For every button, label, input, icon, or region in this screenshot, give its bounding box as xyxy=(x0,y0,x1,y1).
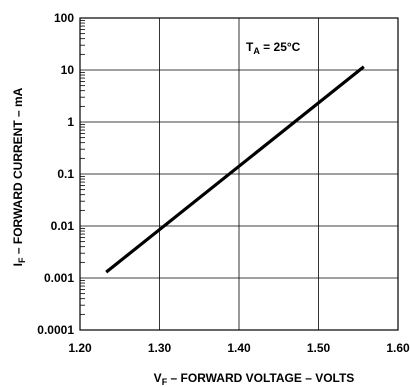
y-tick-label: 0.1 xyxy=(57,167,74,181)
y-tick-label: 1 xyxy=(67,115,74,129)
x-tick-label: 1.60 xyxy=(386,341,410,355)
minor-ticks xyxy=(80,19,85,315)
x-tick-label: 1.30 xyxy=(148,341,172,355)
y-tick-label: 10 xyxy=(61,63,75,77)
x-tick-labels: 1.20 1.30 1.40 1.50 1.60 xyxy=(68,341,410,355)
x-tick-label: 1.40 xyxy=(227,341,251,355)
y-tick-label: 0.001 xyxy=(44,271,74,285)
y-axis-title: IF – FORWARD CURRENT – mA xyxy=(11,87,27,266)
y-tick-label: 0.01 xyxy=(51,219,75,233)
plot-frame xyxy=(79,17,399,331)
y-tick-labels: 0.0001 0.001 0.01 0.1 1 10 100 xyxy=(37,11,74,337)
x-tick-label: 1.20 xyxy=(68,341,92,355)
x-axis-title: VF – FORWARD VOLTAGE – VOLTS xyxy=(154,371,355,387)
y-tick-label: 100 xyxy=(54,11,74,25)
y-tick-label: 0.0001 xyxy=(37,323,74,337)
temperature-annotation: TA = 25°C xyxy=(246,40,301,56)
series-line xyxy=(105,65,365,274)
series-layer xyxy=(105,65,365,274)
x-tick-label: 1.50 xyxy=(307,341,331,355)
grid-layer xyxy=(80,18,398,330)
